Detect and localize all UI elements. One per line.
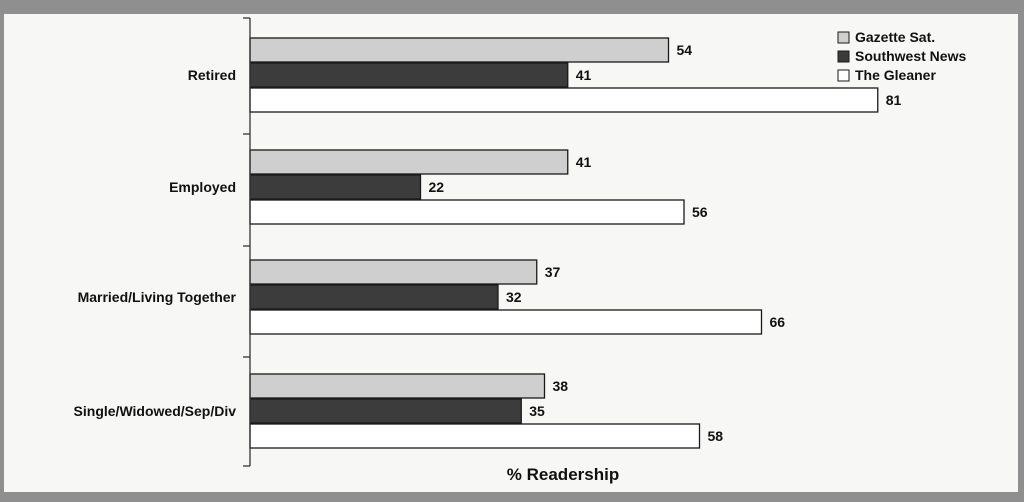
data-label-the-gleaner-employed: 56: [692, 204, 708, 220]
data-label-the-gleaner-retired: 81: [886, 92, 902, 108]
data-label-gazette-sat-retired: 54: [677, 42, 693, 58]
y-axis-ticks: [243, 17, 250, 467]
bar-gazette-sat-retired: [249, 37, 670, 63]
legend-swatch-the-gleaner: [837, 69, 850, 82]
category-labels: Retired Employed Married/Living Together Si…: [74, 67, 237, 419]
legend-label-the-gleaner: The Gleaner: [855, 67, 936, 83]
chart-frame: 54 41 81 41 22 56 37 32 66 38 35 58 Retired Employed…: [4, 14, 1018, 492]
legend-label-southwest-news: Southwest News: [855, 48, 966, 64]
data-label-gazette-sat-employed: 41: [576, 154, 592, 170]
data-label-southwest-news-retired: 41: [576, 67, 592, 83]
bar-southwest-news-employed: [249, 174, 422, 200]
category-label-married-living-together: Married/Living Together: [78, 289, 237, 305]
bar-the-gleaner-retired: [249, 87, 879, 113]
data-label-southwest-news-employed: 22: [429, 179, 445, 195]
data-label-the-gleaner-married-living-together: 66: [770, 314, 786, 330]
category-label-employed: Employed: [169, 179, 236, 195]
data-label-gazette-sat-married-living-together: 37: [545, 264, 561, 280]
bar-the-gleaner-single-widowed-sep-div: [249, 423, 701, 449]
category-label-single-widowed-sep-div: Single/Widowed/Sep/Div: [74, 403, 237, 419]
bar-the-gleaner-married-living-together: [249, 309, 763, 335]
bar-gazette-sat-married-living-together: [249, 259, 538, 285]
data-label-the-gleaner-single-widowed-sep-div: 58: [708, 428, 724, 444]
bar-the-gleaner-employed: [249, 199, 685, 225]
legend-swatch-southwest-news: [837, 50, 850, 63]
bar-chart: 54 41 81 41 22 56 37 32 66 38 35 58 Retired Employed…: [74, 17, 966, 484]
bar-southwest-news-retired: [249, 62, 569, 88]
bar-southwest-news-single-widowed-sep-div: [249, 398, 522, 424]
legend-swatch-gazette-sat: [837, 31, 850, 44]
data-label-southwest-news-married-living-together: 32: [506, 289, 522, 305]
bar-southwest-news-married-living-together: [249, 284, 499, 310]
legend: Gazette Sat. Southwest News The Gleaner: [837, 29, 966, 83]
bar-gazette-sat-single-widowed-sep-div: [249, 373, 546, 399]
legend-label-gazette-sat: Gazette Sat.: [855, 29, 935, 45]
bar-gazette-sat-employed: [249, 149, 569, 175]
data-label-gazette-sat-single-widowed-sep-div: 38: [553, 378, 569, 394]
category-label-retired: Retired: [188, 67, 236, 83]
plot-area: 54 41 81 41 22 56 37 32 66 38 35 58: [249, 37, 902, 449]
data-label-southwest-news-single-widowed-sep-div: 35: [529, 403, 545, 419]
x-axis-title: % Readership: [507, 465, 619, 484]
